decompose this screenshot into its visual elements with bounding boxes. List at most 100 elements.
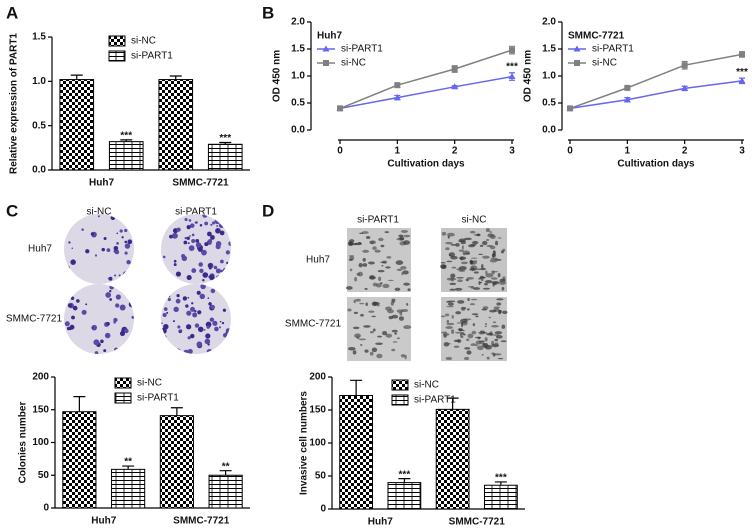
colony [75,279,80,284]
marker [567,105,573,112]
colony [184,217,188,222]
cell [500,340,507,343]
y-tick-label: 50 [38,470,50,481]
colony [64,277,66,280]
colony [114,249,120,255]
colony [223,284,229,289]
significance: *** [506,61,518,72]
colony [190,306,196,312]
cell [455,243,460,247]
bar [339,394,374,510]
cell [479,281,483,284]
cell [473,260,478,262]
marker [738,77,746,84]
x-tick-label: SMMC-7721 [173,516,230,527]
legend-label: si-NC [414,380,439,391]
legend-marker [323,60,329,66]
image-column-label: si-PART1 [357,215,399,226]
colony [218,222,225,229]
colony [216,281,219,284]
colony [114,274,116,277]
colony [187,348,193,354]
cell [358,338,367,341]
cell [451,266,457,269]
image-row-label: SMMC-7721 [6,314,63,325]
y-tick-label: 0 [43,503,49,514]
y-tick-label: 1.5 [32,32,46,43]
cell [365,235,371,239]
colony [226,216,229,219]
cell [489,245,496,250]
colony [187,336,191,340]
cell [464,347,471,350]
cell [451,329,455,334]
dish [64,214,134,284]
cell [469,259,473,264]
colony [128,301,134,308]
y-axis-label: Relative expression of PART1 [9,33,20,174]
cell [391,329,398,333]
line [339,49,513,110]
cell [457,300,465,304]
cell [363,325,371,328]
colony [69,341,73,345]
colony [210,288,216,294]
colony [162,312,167,318]
colony [176,293,180,298]
cell [486,332,493,336]
colony [175,298,181,304]
y-tick-label: 100 [309,438,326,449]
cell [475,315,479,318]
colony [168,290,173,294]
cell [466,350,472,355]
marker [337,105,343,112]
colony [228,226,231,231]
cell [489,309,497,313]
cell [398,316,405,321]
colony [199,224,203,227]
y-tick-label: 0.0 [32,165,46,176]
colony [205,333,211,339]
cell [399,236,405,241]
colony [200,284,206,290]
colony [220,220,224,224]
subtitle: Huh7 [317,31,342,42]
colony [119,304,126,311]
colony [215,268,221,274]
colony [209,274,215,281]
y-tick-label: 0.5 [32,120,46,131]
cell [478,253,484,255]
colony [94,254,98,257]
cell [385,266,391,269]
cell [349,255,355,261]
cell [396,337,401,340]
cell [394,287,401,291]
y-tick-label: 0.5 [542,98,556,109]
colony [191,233,195,237]
colony [187,296,190,299]
colony [210,304,215,310]
cell [470,298,478,301]
legend-label: si-PART1 [592,44,634,55]
colony [199,293,206,300]
cell [394,332,398,335]
colony [93,339,100,346]
colony [173,306,179,313]
cell [356,335,360,340]
cell [446,319,450,324]
cell [484,337,488,342]
cell [382,330,388,336]
cell [349,268,353,272]
marker [681,84,689,91]
colony [173,263,177,267]
cell [380,261,387,264]
y-tick-label: 1.0 [291,71,305,82]
cell [495,240,499,246]
bar [208,474,243,509]
cell [396,309,404,313]
cell [461,261,468,265]
colony [212,320,218,326]
panel-label: A [6,3,18,22]
cell [453,339,461,343]
cell [495,335,503,339]
